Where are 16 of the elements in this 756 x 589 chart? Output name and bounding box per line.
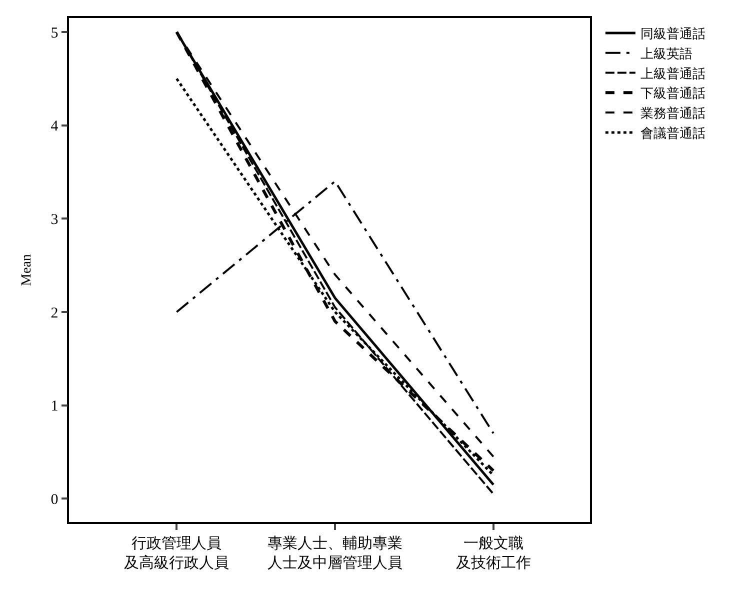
legend-label: 上級普通話 [640,66,706,81]
y-axis-title: Mean [20,254,34,286]
y-tick-label: 5 [50,25,58,42]
y-tick-label: 3 [50,212,58,228]
x-tick-label: 一般文職及技術工作 [456,534,531,572]
x-tick-label: 專業人士、輔助專業人士及中層管理人員 [268,534,403,572]
legend-label: 業務普通話 [640,106,706,121]
y-tick-label: 0 [50,492,58,508]
x-tick-label: 行政管理人員及高級行政人員 [124,536,230,572]
legend-label: 同級普通話 [640,26,706,42]
y-tick-label: 4 [50,118,59,135]
legend-label: 下級普通話 [640,86,706,101]
legend-label: 會議普通話 [640,126,706,141]
y-tick-label: 1 [50,398,58,415]
y-tick-label: 2 [50,305,58,322]
legend-label: 上級英語 [640,46,692,61]
